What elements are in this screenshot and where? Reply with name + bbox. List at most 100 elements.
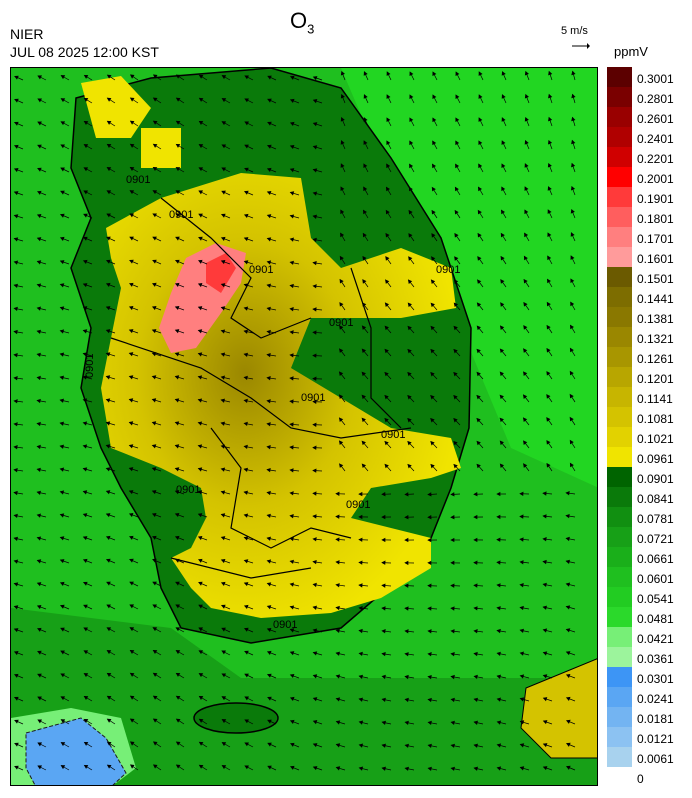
wind-arrowhead-icon [106, 764, 112, 769]
wind-arrowhead-icon [519, 560, 524, 565]
wind-arrowhead-icon [129, 535, 134, 540]
wind-arrowhead-icon [519, 766, 525, 771]
wind-arrowhead-icon [496, 674, 501, 679]
wind-arrowhead-icon [83, 97, 89, 102]
wind-arrowhead-icon [455, 71, 460, 76]
wind-arrowhead-icon [547, 232, 552, 237]
wind-arrowhead-icon [312, 445, 317, 450]
wind-arrowhead-icon [496, 491, 501, 497]
ozone-map: 0901 0901 0901 0901 0901 0901 0901 0901 … [10, 67, 598, 786]
datetime-label: JUL 08 2025 12:00 KST [10, 44, 159, 60]
wind-arrowhead-icon [571, 70, 576, 76]
unit-label: ppmV [614, 44, 648, 59]
wind-arrowhead-icon [105, 306, 111, 311]
wind-arrowhead-icon [548, 70, 553, 76]
wind-arrowhead-icon [221, 121, 227, 126]
wind-arrowhead-icon [60, 167, 65, 172]
wind-arrowhead-icon [13, 513, 18, 519]
wind-arrowhead-icon [106, 97, 112, 102]
wind-arrowhead-icon [197, 490, 203, 495]
legend-label: 0.1261 [637, 352, 674, 366]
wind-arrowhead-icon [473, 537, 478, 543]
wind-arrowhead-icon [221, 213, 226, 218]
wind-arrowhead-icon [340, 140, 345, 145]
wind-arrowhead-icon [36, 306, 41, 311]
wind-arrowhead-icon [244, 121, 249, 126]
legend-swatch [607, 667, 632, 687]
wind-arrowhead-icon [404, 492, 409, 497]
wind-arrowhead-icon [59, 604, 65, 609]
wind-arrowhead-icon [289, 468, 294, 473]
wind-arrowhead-icon [59, 398, 64, 403]
legend-swatch [607, 467, 632, 487]
wind-arrowhead-icon [361, 371, 366, 377]
wind-arrowhead-icon [106, 672, 112, 677]
wind-arrowhead-icon [409, 117, 414, 122]
wind-arrowhead-icon [312, 514, 317, 519]
wind-arrowhead-icon [409, 94, 414, 99]
wind-arrowhead-icon [427, 515, 432, 520]
wind-arrowhead-icon [473, 514, 478, 520]
wind-arrowhead-icon [59, 559, 65, 564]
wind-arrowhead-icon [152, 764, 158, 769]
wind-arrowhead-icon [519, 720, 525, 725]
wind-arrowhead-icon [13, 260, 19, 265]
wind-arrowhead-icon [106, 74, 112, 79]
wind-arrowhead-icon [478, 186, 482, 192]
wind-arrowhead-icon [220, 259, 226, 265]
wind-arrowhead-icon [524, 93, 529, 99]
wind-arrowhead-icon [13, 559, 19, 564]
wind-arrowhead-icon [151, 305, 157, 311]
wind-arrowhead-icon [409, 71, 414, 76]
wind-arrowhead-icon [524, 70, 529, 76]
wind-arrowhead-icon [407, 440, 412, 446]
wind-arrowhead-icon [453, 417, 458, 423]
legend-swatch [607, 387, 632, 407]
wind-arrowhead-icon [381, 743, 386, 748]
wind-arrowhead-icon [289, 260, 294, 265]
wind-arrowhead-icon [312, 122, 318, 127]
contour-label: 0901 [126, 174, 150, 186]
wind-arrowhead-icon [244, 627, 249, 632]
wind-arrowhead-icon [500, 279, 505, 284]
wind-arrowhead-icon [152, 74, 158, 79]
wind-arrowhead-icon [59, 421, 64, 426]
wind-arrowhead-icon [36, 582, 42, 587]
color-legend [607, 67, 632, 767]
wind-arrowhead-icon [312, 582, 317, 588]
wind-arrowhead-icon [130, 74, 135, 79]
legend-swatch [607, 307, 632, 327]
wind-arrowhead-icon [60, 75, 66, 80]
wind-arrowhead-icon [59, 306, 65, 311]
wind-arrowhead-icon [106, 741, 112, 746]
wind-arrowhead-icon [289, 376, 294, 381]
wind-arrowhead-icon [523, 440, 528, 445]
wind-arrowhead-icon [82, 581, 88, 586]
wind-arrowhead-icon [36, 490, 41, 495]
wind-arrowhead-icon [266, 444, 271, 450]
wind-arrowhead-icon [519, 537, 524, 542]
wind-arrowhead-icon [546, 371, 551, 376]
wind-arrowhead-icon [289, 168, 295, 173]
wind-arrowhead-icon [152, 581, 157, 586]
wind-arrowhead-icon [289, 536, 294, 542]
wind-arrowhead-icon [129, 120, 135, 125]
wind-arrowhead-icon [570, 301, 575, 307]
wind-arrowhead-icon [381, 583, 386, 588]
wind-arrowhead-icon [106, 167, 112, 172]
wind-arrowhead-icon [198, 581, 203, 586]
wind-reference-arrow-icon [571, 38, 591, 56]
wind-arrowhead-icon [198, 695, 204, 700]
wind-arrowhead-icon [499, 325, 505, 330]
wind-arrowhead-icon [128, 467, 134, 472]
wind-arrowhead-icon [427, 606, 432, 611]
wind-arrowhead-icon [454, 232, 459, 238]
wind-arrowhead-icon [548, 116, 553, 122]
legend-swatch [607, 187, 632, 207]
wind-arrowhead-icon [60, 765, 66, 770]
wind-arrowhead-icon [473, 674, 478, 680]
wind-arrowhead-icon [175, 741, 181, 746]
wind-arrowhead-icon [363, 209, 367, 215]
wind-arrowhead-icon [198, 213, 203, 218]
wind-arrowhead-icon [499, 417, 504, 423]
